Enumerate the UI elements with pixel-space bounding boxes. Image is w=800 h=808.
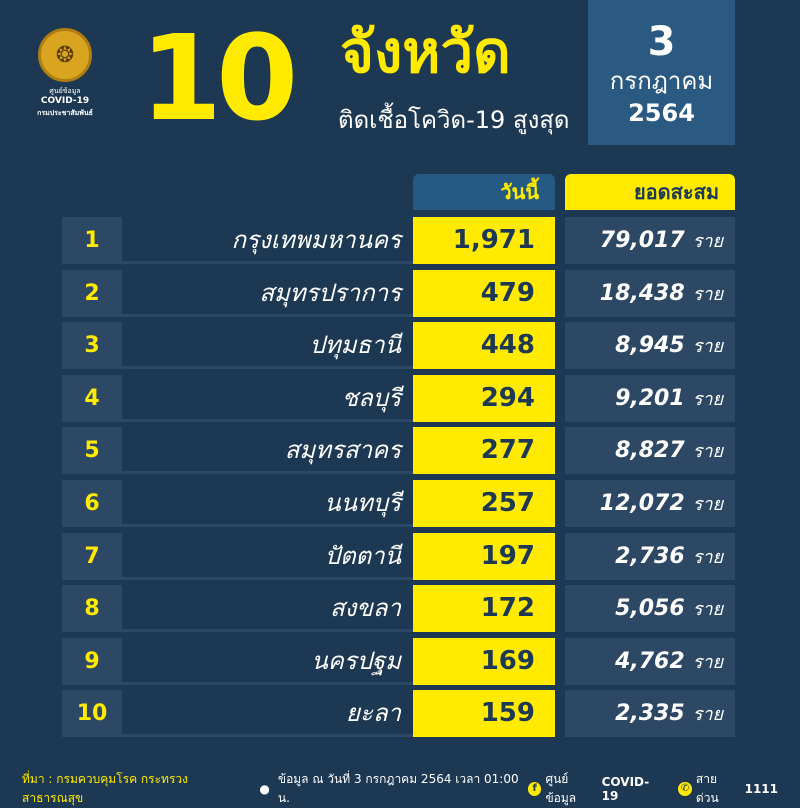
total-cases: 2,335 [615, 701, 685, 727]
rank: 10 [62, 690, 122, 738]
column-header-total: ยอดสะสม [565, 174, 735, 210]
total-cases: 2,736 [615, 543, 685, 569]
province-name: ปัตตานี [122, 533, 413, 580]
facebook-icon: f [527, 782, 542, 796]
total-cases-cell: 5,056 ราย [565, 585, 735, 633]
hotline-number: 1111 [744, 782, 779, 796]
table-row: 7 ปัตตานี 197 2,736 ราย [62, 532, 735, 580]
today-cases: 1,971 [413, 217, 555, 264]
column-header-today: วันนี้ [413, 174, 555, 210]
bullet-icon: ● [259, 782, 270, 796]
province-name: สงขลา [122, 585, 413, 633]
date-month: กรกฎาคม [609, 67, 714, 95]
province-name: กรุงเทพมหานคร [122, 217, 413, 264]
rank: 4 [62, 374, 122, 422]
table-row: 1 กรุงเทพมหานคร 1,971 79,017 ราย [62, 217, 735, 264]
total-cases: 79,017 [599, 228, 685, 253]
today-cases: 294 [413, 374, 555, 422]
page-title: จังหวัด [340, 18, 511, 86]
province-name: นครปฐม [122, 638, 413, 685]
today-cases: 277 [413, 427, 555, 475]
total-cases: 5,056 [615, 596, 685, 622]
table-row: 3 ปทุมธานี 448 8,945 ราย [62, 322, 735, 370]
unit-label: ราย [692, 441, 723, 463]
total-cases-cell: 9,201 ราย [565, 374, 735, 422]
today-cases: 172 [413, 585, 555, 633]
unit-label: ราย [692, 283, 723, 305]
today-cases: 257 [413, 480, 555, 527]
total-cases: 8,945 [615, 333, 685, 359]
unit-label: ราย [692, 651, 723, 673]
logo-line1: ศูนย์ข้อมูล [49, 87, 81, 95]
today-cases: 159 [413, 690, 555, 738]
big-number: 10 [140, 9, 298, 147]
facebook-page: ศูนย์ข้อมูล [545, 772, 577, 805]
facebook-page-bold: COVID-19 [601, 775, 650, 803]
province-name: สมุทรปราการ [122, 270, 413, 317]
date-box: 3 กรกฎาคม 2564 [588, 0, 735, 145]
total-cases-cell: 4,762 ราย [565, 637, 735, 685]
table-row: 10 ยะลา 159 2,335 ราย [62, 690, 735, 738]
today-cases: 479 [413, 269, 555, 317]
logo-line3: กรมประชาสัมพันธ์ [37, 109, 93, 117]
province-name: สมุทรสาคร [122, 427, 413, 475]
unit-label: ราย [692, 546, 723, 568]
total-cases-cell: 79,017 ราย [565, 217, 735, 264]
table-row: 6 นนทบุรี 257 12,072 ราย [62, 480, 735, 527]
rank: 8 [62, 585, 122, 633]
rank: 7 [62, 532, 122, 580]
table-row: 4 ชลบุรี 294 9,201 ราย [62, 374, 735, 422]
data-time-text: ข้อมูล ณ วันที่ 3 กรกฎาคม 2564 เวลา 01:0… [277, 772, 519, 805]
today-cases: 197 [413, 532, 555, 580]
total-cases-cell: 2,736 ราย [565, 532, 735, 580]
today-cases: 448 [413, 322, 555, 370]
rank: 3 [62, 322, 122, 370]
total-cases-cell: 18,438 ราย [565, 269, 735, 317]
date-day: 3 [647, 19, 676, 65]
table-row: 8 สงขลา 172 5,056 ราย [62, 585, 735, 633]
total-cases-cell: 12,072 ราย [565, 480, 735, 527]
unit-label: ราย [692, 494, 723, 515]
total-cases: 4,762 [615, 648, 685, 674]
total-cases: 9,201 [615, 385, 685, 411]
table-row: 5 สมุทรสาคร 277 8,827 ราย [62, 427, 735, 475]
rank: 2 [62, 269, 122, 317]
province-name: ชลบุรี [122, 375, 413, 422]
footer: ที่มา : กรมควบคุมโรค กระทรวงสาธารณสุข ● … [22, 770, 778, 808]
source-text: ที่มา : กรมควบคุมโรค กระทรวงสาธารณสุข [22, 772, 189, 805]
province-name: ปทุมธานี [122, 322, 413, 370]
rank: 1 [62, 217, 122, 264]
logo-line2: COVID-19 [40, 96, 90, 106]
unit-label: ราย [692, 336, 723, 358]
unit-label: ราย [692, 231, 723, 252]
total-cases: 12,072 [599, 491, 685, 516]
rank: 5 [62, 427, 122, 475]
total-cases-cell: 8,827 ราย [565, 427, 735, 475]
unit-label: ราย [692, 704, 723, 726]
page-subtitle: ติดเชื้อโควิด-19 สูงสุด [338, 106, 570, 134]
table-row: 2 สมุทรปราการ 479 18,438 ราย [62, 269, 735, 317]
total-cases-cell: 8,945 ราย [565, 322, 735, 370]
province-name: ยะลา [122, 690, 413, 738]
rank: 6 [62, 480, 122, 527]
unit-label: ราย [692, 388, 723, 410]
unit-label: ราย [692, 599, 723, 621]
table-row: 9 นครปฐม 169 4,762 ราย [62, 637, 735, 685]
total-cases: 8,827 [615, 438, 685, 464]
rank: 9 [62, 637, 122, 685]
hotline-label: สายด่วน [695, 772, 719, 805]
phone-icon: ✆ [678, 782, 692, 796]
today-cases: 169 [413, 637, 555, 685]
total-cases-cell: 2,335 ราย [565, 690, 735, 738]
total-cases: 18,438 [599, 280, 685, 306]
date-year: 2564 [628, 99, 695, 127]
government-seal-logo: ❂ [38, 28, 92, 82]
province-name: นนทบุรี [122, 480, 413, 527]
